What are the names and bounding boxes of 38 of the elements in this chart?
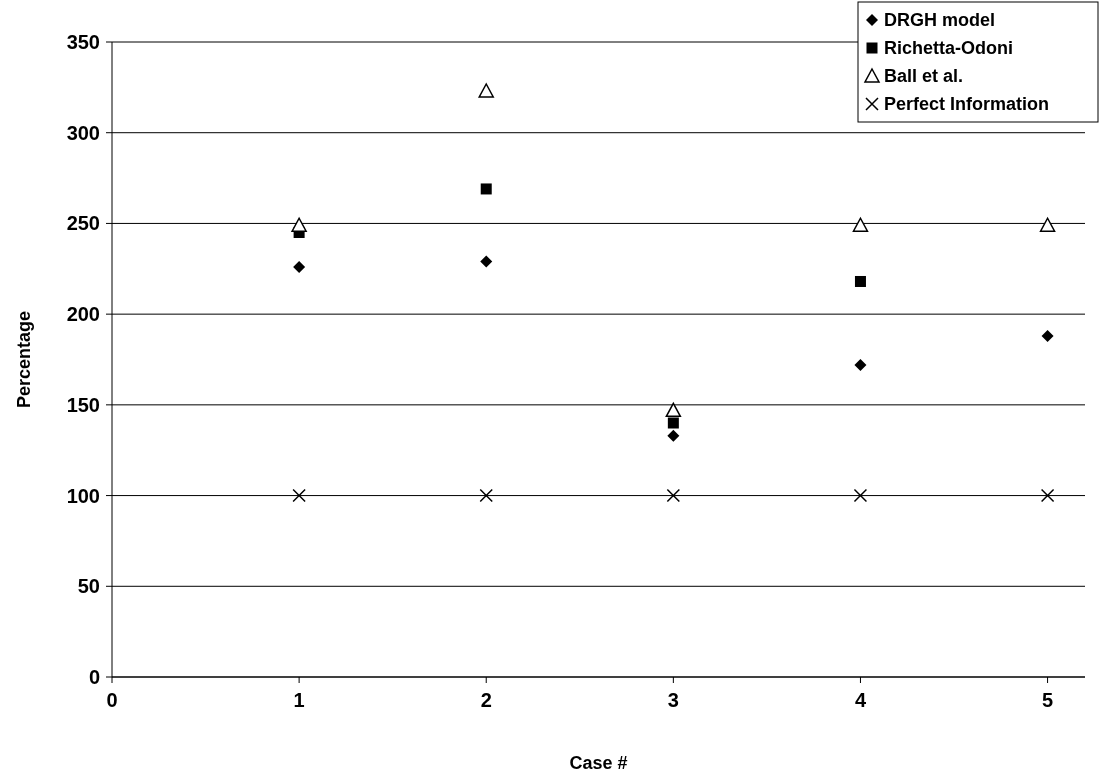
point [478, 83, 494, 98]
point [854, 275, 866, 287]
y-tick-label: 300 [66, 121, 100, 144]
point [852, 217, 869, 232]
y-tick-label: 150 [66, 393, 100, 416]
point [1040, 488, 1055, 503]
x-tick-label: 5 [1042, 689, 1054, 711]
point [853, 488, 868, 503]
x-tick-label: 4 [854, 689, 867, 711]
point [479, 488, 493, 503]
x-axis-title: Case # [569, 753, 628, 773]
point [1041, 329, 1054, 342]
point [666, 488, 681, 503]
point [667, 429, 680, 442]
x-tick-label: 0 [106, 689, 118, 711]
y-tick-label: 250 [66, 212, 100, 235]
point [1039, 217, 1056, 232]
point [293, 260, 306, 273]
point [291, 217, 307, 232]
y-tick-label: 50 [77, 575, 100, 598]
legend-label: Ball et al. [884, 66, 964, 87]
point [480, 255, 493, 268]
x-tick-label: 3 [667, 689, 679, 711]
x-tick-label: 2 [480, 689, 492, 711]
point [292, 488, 306, 503]
point [665, 402, 682, 418]
legend-label: Perfect Information [884, 94, 1050, 115]
point [667, 417, 679, 429]
point [480, 183, 492, 195]
legend-label: Richetta-Odoni [884, 38, 1013, 59]
y-tick-label: 100 [66, 484, 100, 507]
point [854, 358, 867, 371]
y-tick-label: 0 [88, 666, 100, 688]
y-tick-label: 350 [66, 31, 100, 53]
y-axis-title: Percentage [14, 310, 34, 409]
x-tick-label: 1 [293, 689, 305, 711]
legend-label: DRGH model [884, 10, 996, 31]
y-tick-label: 200 [66, 303, 100, 326]
